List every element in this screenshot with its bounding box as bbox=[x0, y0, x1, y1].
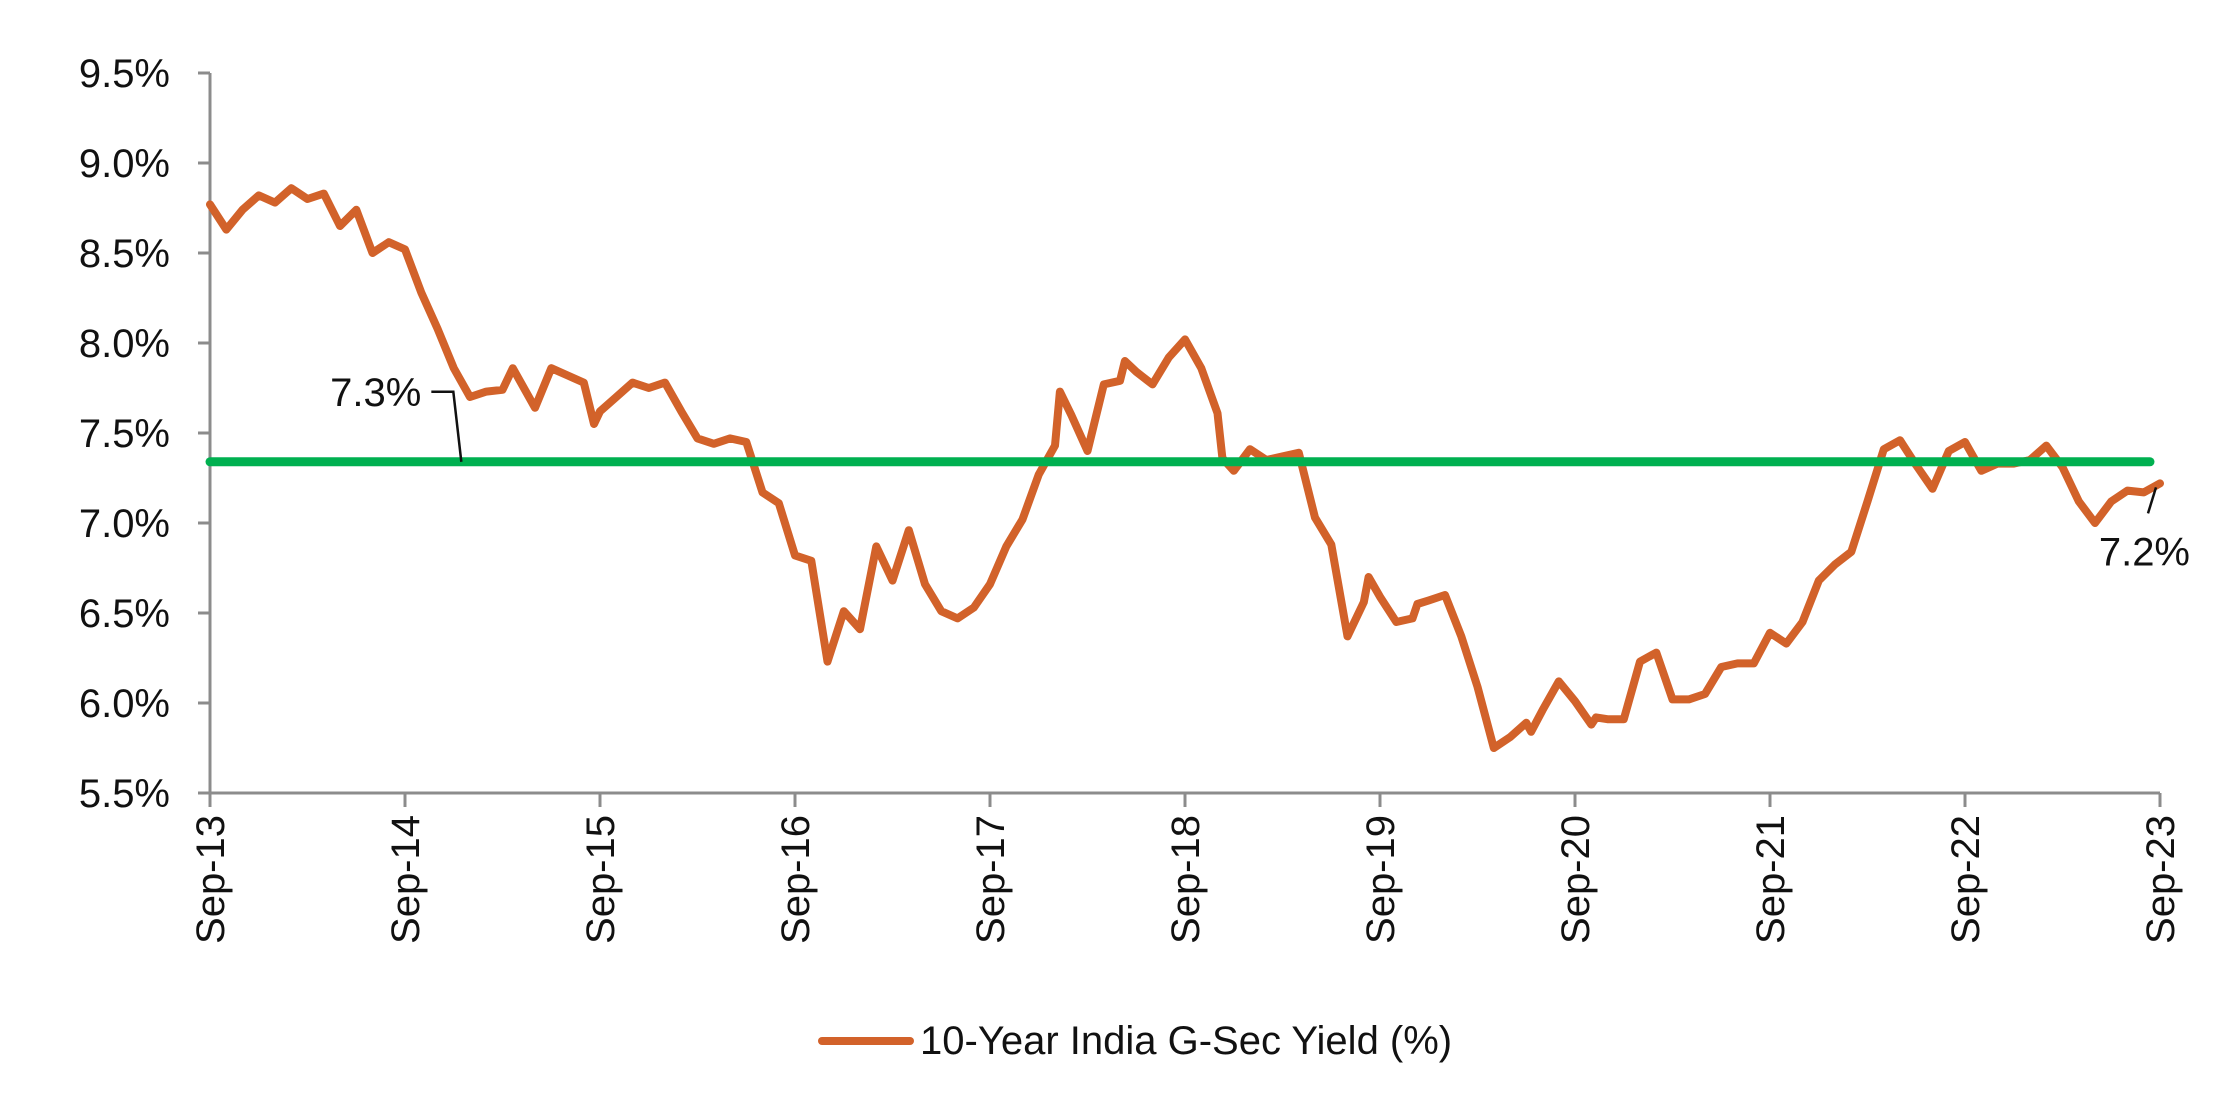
y-tick-label: 9.0% bbox=[79, 142, 170, 186]
x-tick-label: Sep-17 bbox=[969, 815, 1013, 944]
y-tick-label: 9.5% bbox=[79, 52, 170, 96]
y-tick-label: 8.0% bbox=[79, 322, 170, 366]
annotation-leader-latest bbox=[2146, 487, 2158, 514]
x-tick-label: Sep-14 bbox=[384, 815, 428, 944]
legend: 10-Year India G-Sec Yield (%) bbox=[818, 1019, 1452, 1063]
x-tick-label: Sep-15 bbox=[579, 815, 623, 944]
annotation-label-latest: 7.2% bbox=[2099, 530, 2190, 574]
y-axis: 9.5% 9.0% 8.5% 8.0% 7.5% 7.0% 6.5% 6.0% 5.5% bbox=[79, 52, 212, 816]
x-tick-label: Sep-16 bbox=[774, 815, 818, 944]
legend-label-gsec-yield: 10-Year India G-Sec Yield (%) bbox=[920, 1019, 1452, 1063]
x-tick-label: Sep-21 bbox=[1749, 815, 1793, 944]
y-tick-label: 5.5% bbox=[79, 772, 170, 816]
x-tick-label: Sep-18 bbox=[1164, 815, 1208, 944]
gsec-yield-line bbox=[206, 184, 2164, 752]
x-tick-label: Sep-22 bbox=[1944, 815, 1988, 944]
x-tick-label: Sep-20 bbox=[1554, 815, 1598, 944]
annotation-label-average: 7.3% bbox=[330, 371, 421, 415]
annotations: 7.3% 7.2% bbox=[330, 371, 2190, 575]
y-tick-label: 6.5% bbox=[79, 592, 170, 636]
series-group bbox=[205, 184, 2164, 752]
y-tick-label: 7.0% bbox=[79, 502, 170, 546]
annotation-leader-average bbox=[431, 390, 463, 462]
y-tick-label: 8.5% bbox=[79, 232, 170, 276]
y-tick-label: 6.0% bbox=[79, 682, 170, 726]
x-axis: Sep-13 Sep-14 Sep-15 Sep-16 Sep-17 Sep-18 Sep-… bbox=[189, 791, 2183, 944]
x-tick-label: Sep-19 bbox=[1359, 815, 1403, 944]
x-tick-label: Sep-13 bbox=[189, 815, 233, 944]
x-tick-label: Sep-23 bbox=[2139, 815, 2183, 944]
y-tick-label: 7.5% bbox=[79, 412, 170, 456]
